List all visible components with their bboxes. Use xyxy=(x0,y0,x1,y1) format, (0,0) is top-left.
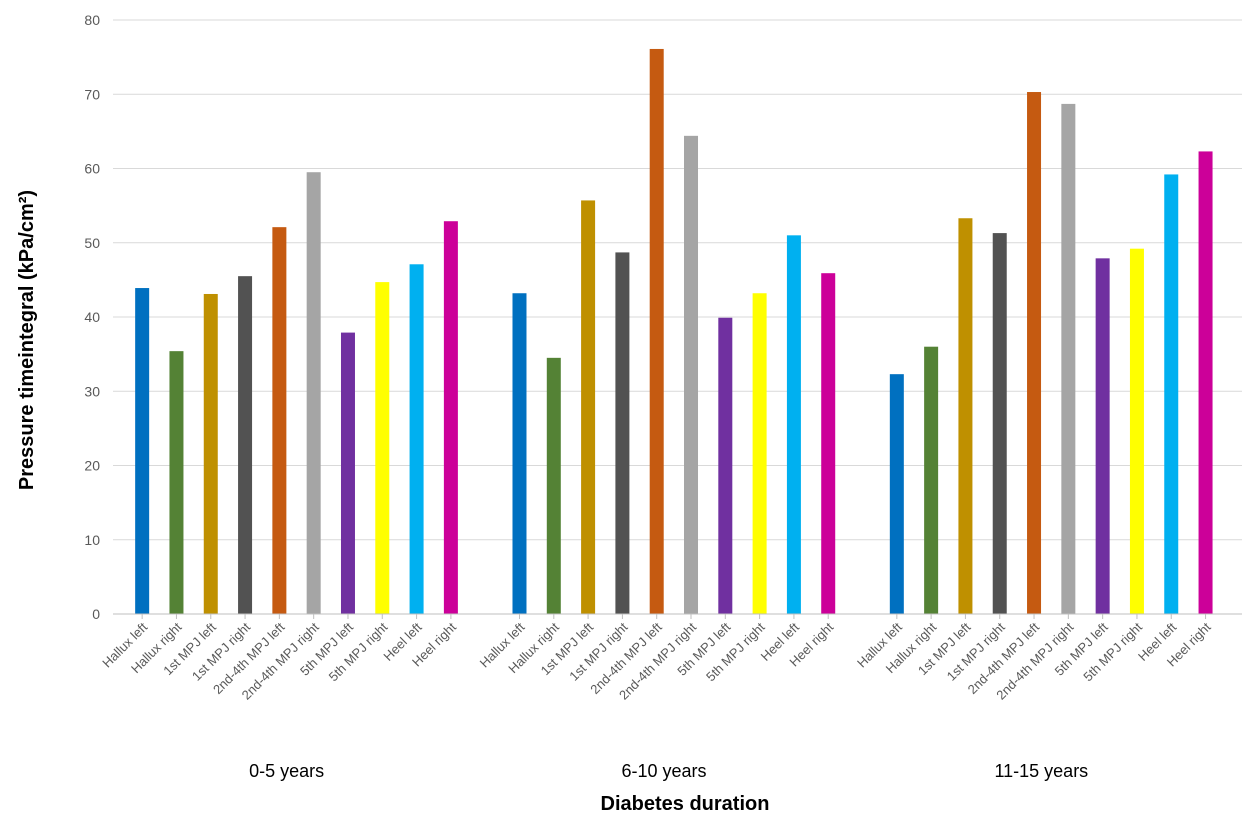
bar xyxy=(1198,151,1213,615)
bar xyxy=(718,317,733,614)
bar xyxy=(581,200,596,615)
y-tick-label: 0 xyxy=(92,606,100,622)
y-tick-label: 30 xyxy=(84,383,100,399)
bar xyxy=(649,48,664,614)
bar xyxy=(272,227,287,614)
bar xyxy=(1095,258,1110,614)
bar xyxy=(238,276,253,614)
y-tick-label: 50 xyxy=(84,235,100,251)
bar xyxy=(1027,92,1042,614)
x-axis-title: Diabetes duration xyxy=(601,793,770,815)
bar xyxy=(409,264,424,614)
y-tick-label: 60 xyxy=(84,161,100,177)
group-labels: 0-5 years 6-10 years 11-15 years xyxy=(249,761,1088,781)
y-axis-title: Pressure timeintegral (kPa/cm²) xyxy=(16,190,38,490)
bar xyxy=(306,172,321,614)
bar xyxy=(203,293,218,614)
y-tick-labels: 0 10 20 30 40 50 60 70 80 xyxy=(84,12,100,622)
bar xyxy=(992,233,1007,614)
x-axis xyxy=(113,613,1242,619)
bar xyxy=(546,357,561,614)
bar xyxy=(375,282,390,614)
bar xyxy=(443,221,458,614)
bar xyxy=(135,288,150,614)
bar xyxy=(1164,174,1179,614)
bar xyxy=(512,293,527,614)
bars xyxy=(135,48,1213,615)
bar xyxy=(786,235,801,614)
y-tick-label: 10 xyxy=(84,532,100,548)
bar xyxy=(340,332,355,614)
gridlines xyxy=(113,19,1242,541)
bar xyxy=(924,346,939,614)
group-label: 11-15 years xyxy=(994,761,1088,781)
bar xyxy=(958,218,973,614)
y-tick-label: 80 xyxy=(84,12,100,28)
bar xyxy=(889,374,904,614)
y-tick-label: 70 xyxy=(84,86,100,102)
bar xyxy=(1061,103,1076,614)
y-tick-label: 20 xyxy=(84,458,100,474)
y-tick-label: 40 xyxy=(84,309,100,325)
bar xyxy=(615,252,630,614)
bar xyxy=(821,273,836,614)
group-label: 0-5 years xyxy=(249,761,324,781)
bar xyxy=(169,351,184,614)
bar xyxy=(684,135,699,614)
bar xyxy=(1129,248,1144,614)
group-label: 6-10 years xyxy=(621,761,706,781)
bar xyxy=(752,293,767,614)
